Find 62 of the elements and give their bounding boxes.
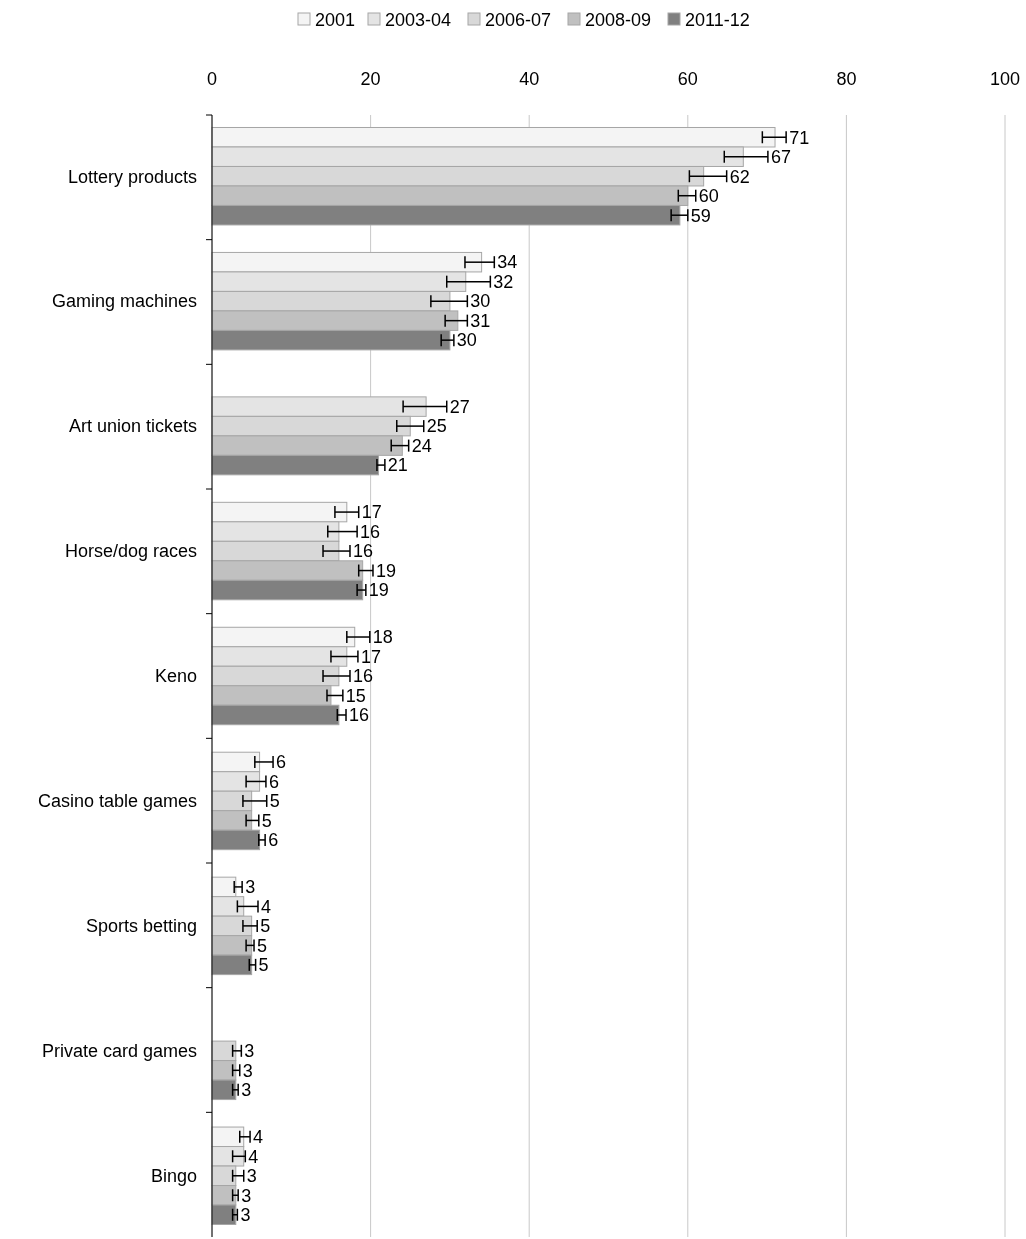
data-label: 3 xyxy=(241,1185,252,1206)
y-tick-label: Casino table games xyxy=(37,791,197,812)
x-tick-label: 0 xyxy=(206,69,218,89)
data-label: 6 xyxy=(276,752,287,773)
data-label: 32 xyxy=(493,271,514,292)
data-label: 16 xyxy=(352,541,374,562)
data-label: 5 xyxy=(260,916,271,937)
data-label: 30 xyxy=(470,291,491,312)
data-label: 71 xyxy=(789,127,810,148)
data-label: 5 xyxy=(261,810,272,831)
data-label: 4 xyxy=(253,1127,264,1148)
data-label: 5 xyxy=(257,935,268,956)
x-tick-label: 80 xyxy=(836,69,857,89)
legend-label: 2008-09 xyxy=(585,10,652,31)
data-label: 67 xyxy=(770,147,791,168)
data-label: 4 xyxy=(260,896,272,917)
y-tick-label: Bingo xyxy=(150,1166,197,1187)
y-tick-label: Private card games xyxy=(41,1041,197,1062)
data-label: 17 xyxy=(361,502,382,523)
data-label: 3 xyxy=(245,877,256,898)
x-tick-label: 60 xyxy=(677,69,698,89)
legend-label: 2001 xyxy=(315,10,356,31)
data-label: 30 xyxy=(456,330,477,351)
x-tick-label: 20 xyxy=(360,69,381,89)
data-label: 27 xyxy=(449,396,470,417)
data-label: 31 xyxy=(470,310,491,331)
legend-label: 2006-07 xyxy=(485,10,552,31)
data-label: 17 xyxy=(360,646,381,667)
data-label: 16 xyxy=(349,705,370,726)
data-label: 18 xyxy=(372,627,393,648)
y-tick-label: Lottery products xyxy=(67,166,197,187)
data-label: 5 xyxy=(258,955,269,976)
data-label: 24 xyxy=(411,435,432,456)
data-label: 25 xyxy=(426,416,447,437)
data-label: 4 xyxy=(248,1146,259,1167)
y-tick-label: Gaming machines xyxy=(51,291,197,312)
y-tick-label: Keno xyxy=(154,666,197,687)
data-label: 16 xyxy=(352,666,374,687)
data-label: 6 xyxy=(268,830,279,851)
data-label: 19 xyxy=(368,580,389,601)
data-label: 62 xyxy=(729,166,750,187)
data-label: 3 xyxy=(242,1060,253,1081)
data-label: 3 xyxy=(240,1205,251,1226)
x-tick-label: 100 xyxy=(989,69,1021,89)
data-label: 6 xyxy=(268,771,279,792)
data-label: 19 xyxy=(375,560,397,581)
data-label: 3 xyxy=(246,1166,257,1187)
y-tick-label: Art union tickets xyxy=(68,416,197,437)
data-label: 5 xyxy=(269,791,280,812)
data-label: 3 xyxy=(244,1041,255,1062)
y-tick-label: Sports betting xyxy=(85,916,197,937)
legend-label: 2011-12 xyxy=(685,10,750,31)
data-label: 60 xyxy=(698,186,719,207)
data-label: 21 xyxy=(387,455,408,476)
data-label: 59 xyxy=(690,205,711,226)
data-label: 16 xyxy=(360,521,381,542)
legend-label: 2003-04 xyxy=(385,10,452,31)
data-label: 34 xyxy=(497,252,518,273)
y-tick-label: Horse/dog races xyxy=(64,541,197,562)
x-tick-label: 40 xyxy=(519,69,540,89)
data-label: 15 xyxy=(345,685,366,706)
data-label: 3 xyxy=(241,1080,252,1101)
